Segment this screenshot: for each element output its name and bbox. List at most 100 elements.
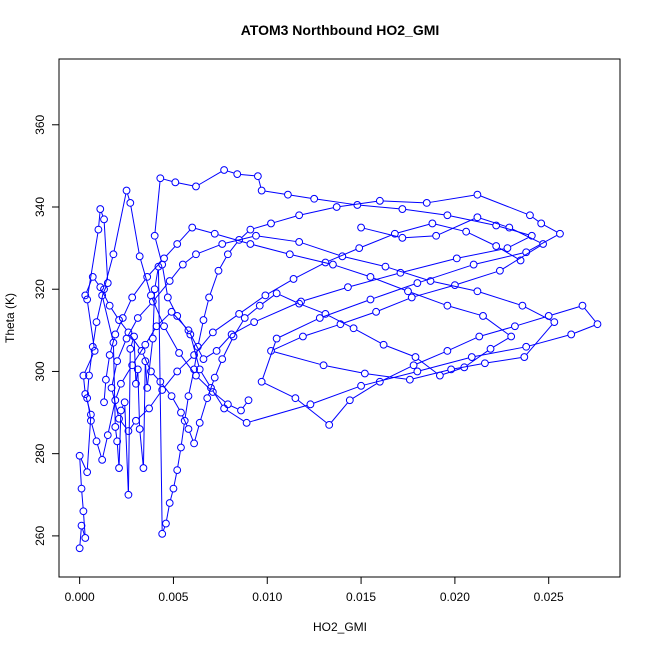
series-segment xyxy=(215,393,226,403)
series-segment xyxy=(152,373,159,380)
series-segment xyxy=(212,390,223,406)
data-point xyxy=(450,281,459,290)
series-segment xyxy=(265,190,285,195)
series-segment xyxy=(127,320,137,336)
data-point xyxy=(120,398,129,407)
series-segment xyxy=(518,316,546,326)
data-point xyxy=(150,231,159,240)
series-segment xyxy=(87,401,91,418)
series-segment xyxy=(91,424,97,438)
data-point xyxy=(79,371,88,380)
series-segment xyxy=(415,285,452,297)
x-tick-label: 0.010 xyxy=(252,590,282,604)
data-point xyxy=(212,346,221,355)
series-segment xyxy=(98,212,101,227)
series-segment xyxy=(173,314,187,329)
plot-frame xyxy=(58,58,621,578)
series-segment xyxy=(181,415,188,426)
data-point xyxy=(135,425,144,433)
series-segment xyxy=(226,409,244,422)
series-segment xyxy=(234,323,252,334)
data-point xyxy=(443,346,452,355)
series-segment xyxy=(352,383,378,399)
data-point xyxy=(184,425,193,433)
data-point xyxy=(267,346,275,355)
data-point xyxy=(332,203,341,211)
data-point xyxy=(257,186,266,195)
data-point xyxy=(411,353,420,361)
data-point xyxy=(338,252,347,261)
series-segment xyxy=(460,248,504,259)
series-segment xyxy=(198,171,222,186)
series-segment xyxy=(279,319,317,338)
data-point xyxy=(479,312,487,320)
data-point xyxy=(100,398,108,407)
series-segment xyxy=(262,295,275,304)
series-segment xyxy=(201,372,210,386)
series-segment xyxy=(364,227,399,238)
data-point xyxy=(190,439,198,448)
series-segment xyxy=(420,265,471,283)
data-point xyxy=(175,349,183,357)
series-segment xyxy=(351,273,398,287)
series-segment xyxy=(258,179,262,188)
series-segment xyxy=(274,215,296,223)
series-segment xyxy=(241,231,249,238)
data-point xyxy=(148,334,157,343)
data-point xyxy=(214,266,223,275)
data-point xyxy=(188,223,197,232)
series-segment xyxy=(544,224,558,233)
data-point xyxy=(199,316,208,324)
series-segment xyxy=(120,421,127,429)
data-point xyxy=(295,211,304,220)
series-segment xyxy=(123,300,132,315)
series-segment xyxy=(87,302,95,348)
data-point xyxy=(284,190,292,199)
series-segment xyxy=(279,294,297,303)
data-point xyxy=(253,172,262,181)
data-point xyxy=(154,262,163,271)
series-segment xyxy=(157,270,163,531)
series-segment xyxy=(398,223,430,234)
series-segment xyxy=(133,347,144,363)
data-point xyxy=(404,287,412,296)
data-point xyxy=(443,211,452,220)
data-point xyxy=(128,361,137,370)
series-segment xyxy=(86,280,92,293)
data-point xyxy=(195,365,204,374)
data-point xyxy=(233,170,242,179)
data-point xyxy=(285,250,294,259)
data-point xyxy=(148,297,157,306)
data-point xyxy=(349,324,358,333)
series-segment xyxy=(142,353,150,369)
data-point xyxy=(173,367,182,376)
series-segment xyxy=(439,218,475,235)
series-segment xyxy=(450,337,477,350)
series-2 xyxy=(81,223,516,448)
data-point xyxy=(244,396,253,405)
data-point xyxy=(132,416,140,425)
data-point xyxy=(237,406,245,415)
data-point xyxy=(220,166,229,174)
series-segment xyxy=(138,410,147,419)
series-1 xyxy=(107,213,559,435)
series-segment xyxy=(185,256,194,263)
data-point xyxy=(567,330,576,339)
series-segment xyxy=(435,223,463,232)
data-point xyxy=(75,451,84,460)
data-point xyxy=(96,283,105,292)
data-point xyxy=(192,371,200,380)
series-segment xyxy=(147,342,153,385)
data-point xyxy=(107,383,116,392)
data-point xyxy=(462,227,471,236)
data-point xyxy=(413,279,422,287)
data-point xyxy=(132,379,140,388)
series-segment xyxy=(215,315,237,331)
data-point xyxy=(94,225,103,234)
series-segment xyxy=(135,372,138,381)
data-point xyxy=(473,213,482,222)
data-point xyxy=(158,529,167,538)
data-point xyxy=(83,295,92,304)
data-point xyxy=(141,357,150,366)
series-segment xyxy=(420,357,469,372)
